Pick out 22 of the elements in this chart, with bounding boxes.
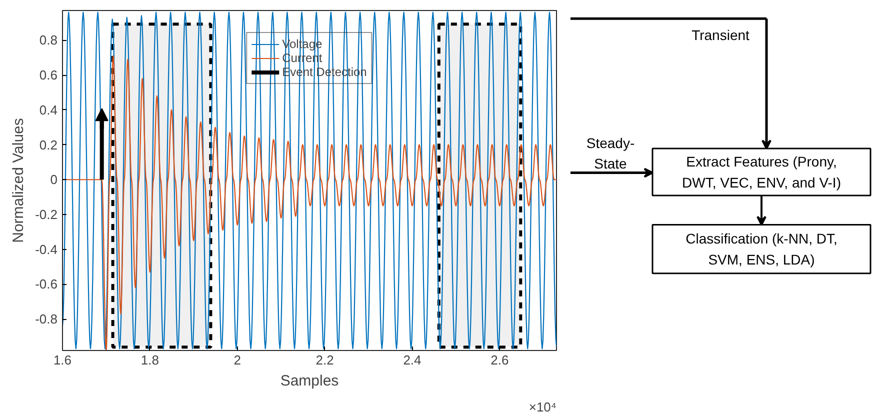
text: Steady-State [586, 134, 635, 172]
x-tick-label: 2.4 [403, 352, 422, 368]
y-tick-label: -0.4 [35, 242, 58, 257]
text: Extract Features (Prony, DWT, VEC, ENV, and V-I) [682, 154, 841, 190]
y-tick-label: 0 [50, 172, 58, 188]
y-tick-label: 0.2 [39, 137, 58, 152]
x-axis-title: Samples [280, 372, 339, 390]
y-tick-label: -0.2 [35, 207, 58, 222]
y-axis-title: Normalized Values [10, 118, 28, 243]
text: Transient [692, 26, 750, 43]
x-tick-label: 1.6 [53, 352, 72, 368]
x-tick-label: 2 [234, 352, 241, 368]
y-tick-label: 0.6 [39, 68, 58, 83]
y-tick-label: 0.4 [39, 102, 58, 118]
y-tick-label: -0.8 [35, 312, 58, 327]
y-tick-label: 0.8 [39, 32, 58, 48]
x-tick-label: 1.8 [140, 352, 159, 368]
text: Classification (k-NN, DT, SVM, ENS, LDA) [686, 230, 838, 268]
x-tick-label: 2.2 [316, 352, 334, 368]
text: ×10⁴ [528, 400, 557, 414]
y-tick-label: -0.6 [35, 276, 58, 292]
x-tick-label: 2.6 [490, 352, 509, 368]
